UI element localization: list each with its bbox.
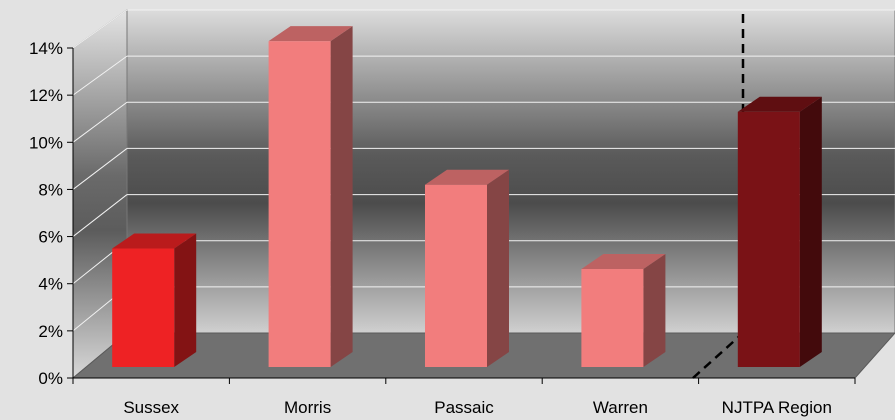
x-ticks: Sussex Morris Passaic Warren NJTPA Region bbox=[72, 378, 856, 417]
bar bbox=[737, 96, 822, 368]
x-tick-label: Morris bbox=[284, 398, 331, 417]
x-tick-label: NJTPA Region bbox=[722, 398, 832, 417]
x-tick-label: Passaic bbox=[434, 398, 494, 417]
bar bbox=[112, 233, 197, 367]
gridline-side bbox=[72, 55, 128, 96]
y-ticks: 0% 2% 4% 6% 8% 10% 12% 14% bbox=[29, 39, 73, 388]
gridline-side bbox=[72, 194, 128, 237]
bar-front bbox=[268, 41, 331, 368]
bar bbox=[268, 26, 353, 368]
gridline-side bbox=[72, 9, 128, 49]
y-tick-label: 2% bbox=[38, 322, 63, 341]
gridline-side bbox=[72, 101, 128, 143]
bar-top bbox=[737, 96, 822, 112]
x-tick-label: Warren bbox=[593, 398, 648, 417]
bar-front bbox=[425, 184, 487, 367]
bar-side bbox=[799, 96, 822, 368]
y-tick-label: 14% bbox=[29, 39, 63, 58]
bar-top bbox=[112, 233, 197, 249]
bar-top bbox=[425, 169, 509, 185]
y-tick-label: 6% bbox=[38, 228, 63, 247]
bar bbox=[425, 169, 509, 367]
y-tick-label: 8% bbox=[38, 180, 63, 199]
bar-side bbox=[330, 26, 353, 368]
region-separator-floor bbox=[692, 332, 744, 379]
bar-side bbox=[174, 233, 197, 367]
bars bbox=[112, 26, 822, 368]
y-tick-label: 10% bbox=[29, 133, 63, 152]
bar-front bbox=[112, 248, 175, 367]
bar-top bbox=[581, 254, 666, 270]
y-tick-label: 12% bbox=[29, 86, 63, 105]
bar-front bbox=[737, 111, 800, 367]
axes bbox=[72, 48, 855, 379]
bar-top bbox=[268, 26, 353, 42]
y-tick-label: 0% bbox=[38, 369, 63, 388]
x-tick-label: Sussex bbox=[123, 398, 179, 417]
bar-side bbox=[643, 254, 666, 367]
gridline-side bbox=[72, 148, 128, 190]
bar-side bbox=[487, 169, 509, 367]
bar-front bbox=[581, 269, 644, 367]
bar bbox=[581, 254, 666, 367]
y-tick-label: 4% bbox=[38, 275, 63, 294]
